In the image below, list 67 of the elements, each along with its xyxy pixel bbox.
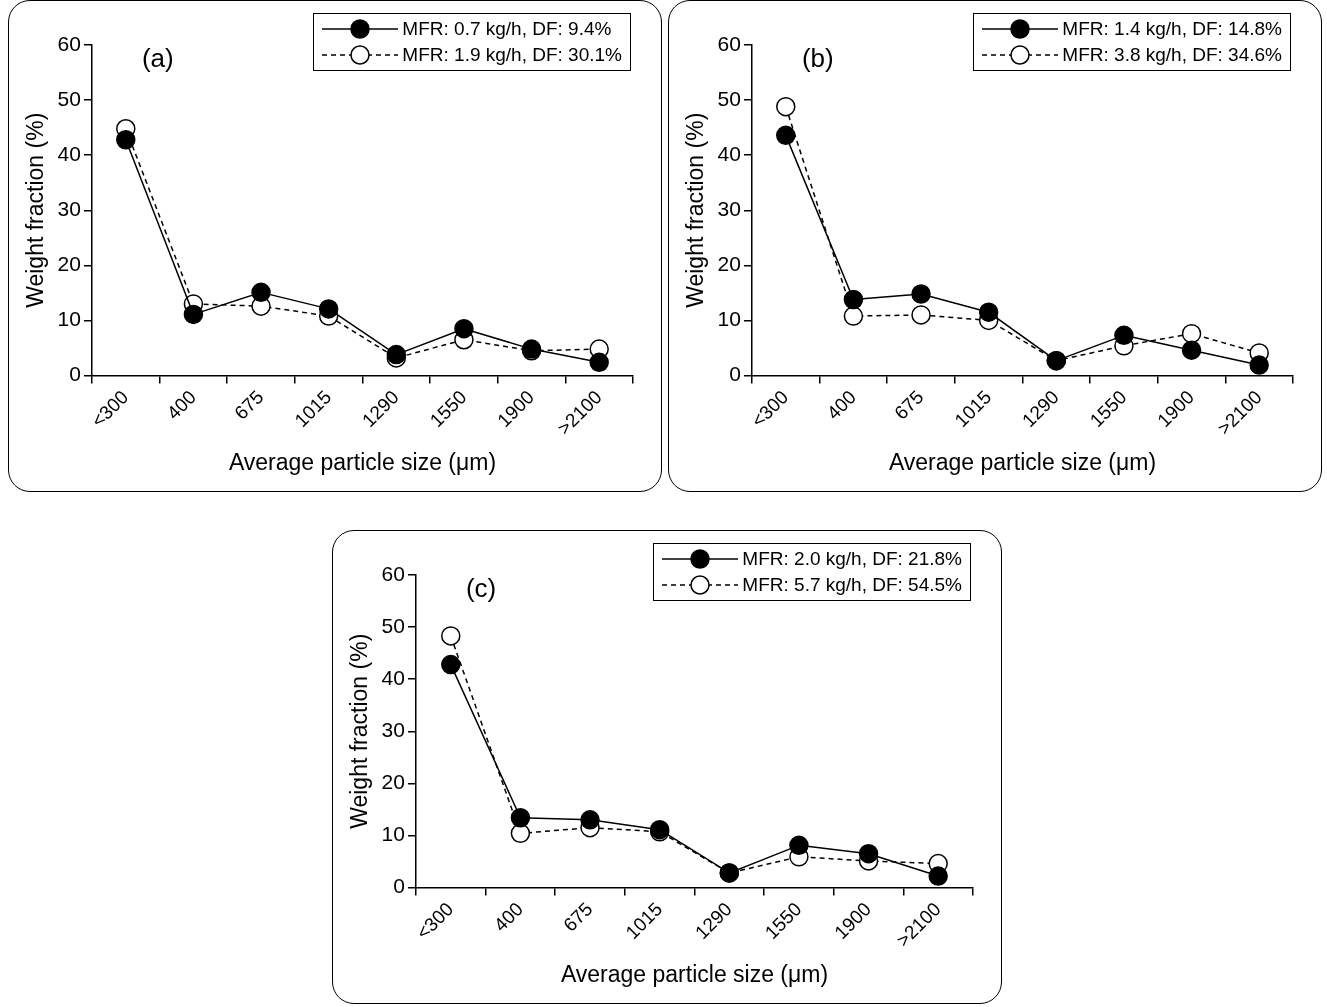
legend-label: MFR: 3.8 kg/h, DF: 34.6% [1062,43,1282,67]
x-tick-label: 675 [559,898,597,936]
point [776,125,796,146]
y-tick-label: 20 [381,770,405,794]
point [776,96,796,117]
y-tick-label: 60 [381,561,405,585]
x-axis-title: Average particle size (μm) [888,448,1157,475]
y-tick-label: 40 [381,665,405,689]
point [510,823,531,844]
y-tick-label: 50 [717,86,741,110]
y-tick-label: 60 [717,31,741,55]
point [911,284,931,304]
y-tick-label: 40 [717,141,741,165]
y-tick-label: 20 [57,252,81,276]
legend-label: MFR: 1.4 kg/h, DF: 14.8% [1062,17,1282,41]
y-tick-label: 30 [381,718,405,742]
point [510,807,531,828]
legend-label: MFR: 2.0 kg/h, DF: 21.8% [742,547,962,571]
x-tick-label: 675 [890,386,928,424]
y-axis-title: Weight fraction (%) [22,112,49,308]
point [978,302,999,322]
x-axis-title: Average particle size (μm) [228,448,497,475]
point [1181,323,1202,344]
y-tick-label: 0 [729,362,741,386]
point [454,318,474,339]
point [589,352,609,373]
point [116,130,136,150]
x-tick-label: 400 [489,898,527,936]
y-tick-label: 30 [717,197,741,221]
point [843,289,864,310]
x-tick-label: 400 [822,386,860,424]
y-tick-label: 20 [717,252,741,276]
legend-label: MFR: 0.7 kg/h, DF: 9.4% [402,17,612,41]
x-tick-label: 400 [162,386,200,424]
point [928,866,948,886]
y-tick-label: 10 [381,822,405,846]
x-axis-title: Average particle size (μm) [560,960,829,987]
point [911,305,931,325]
y-axis-title: Weight fraction (%) [346,633,373,829]
legend-label: MFR: 1.9 kg/h, DF: 30.1% [402,43,622,67]
y-tick-label: 30 [57,197,81,221]
y-tick-label: 60 [57,31,81,55]
point [318,299,339,319]
annotation: (c) [465,573,497,604]
point [441,654,461,675]
point [1114,325,1134,346]
legend-label: MFR: 5.7 kg/h, DF: 54.5% [742,573,962,597]
point [183,304,204,325]
point [843,306,864,326]
point [789,835,809,856]
y-tick-label: 0 [393,874,405,898]
y-tick-label: 10 [57,307,81,331]
annotation: (b) [801,43,834,74]
point [580,810,600,830]
point [1249,355,1269,375]
point [441,626,461,646]
point [251,282,271,303]
y-tick-label: 0 [69,362,81,386]
y-tick-label: 50 [57,86,81,110]
annotation: (a) [141,43,174,74]
y-tick-label: 40 [57,141,81,165]
point [1181,340,1202,360]
x-tick-label: 675 [230,386,268,424]
y-tick-label: 50 [381,613,405,637]
y-tick-label: 10 [717,307,741,331]
y-axis-title: Weight fraction (%) [682,112,709,308]
point [858,843,879,864]
